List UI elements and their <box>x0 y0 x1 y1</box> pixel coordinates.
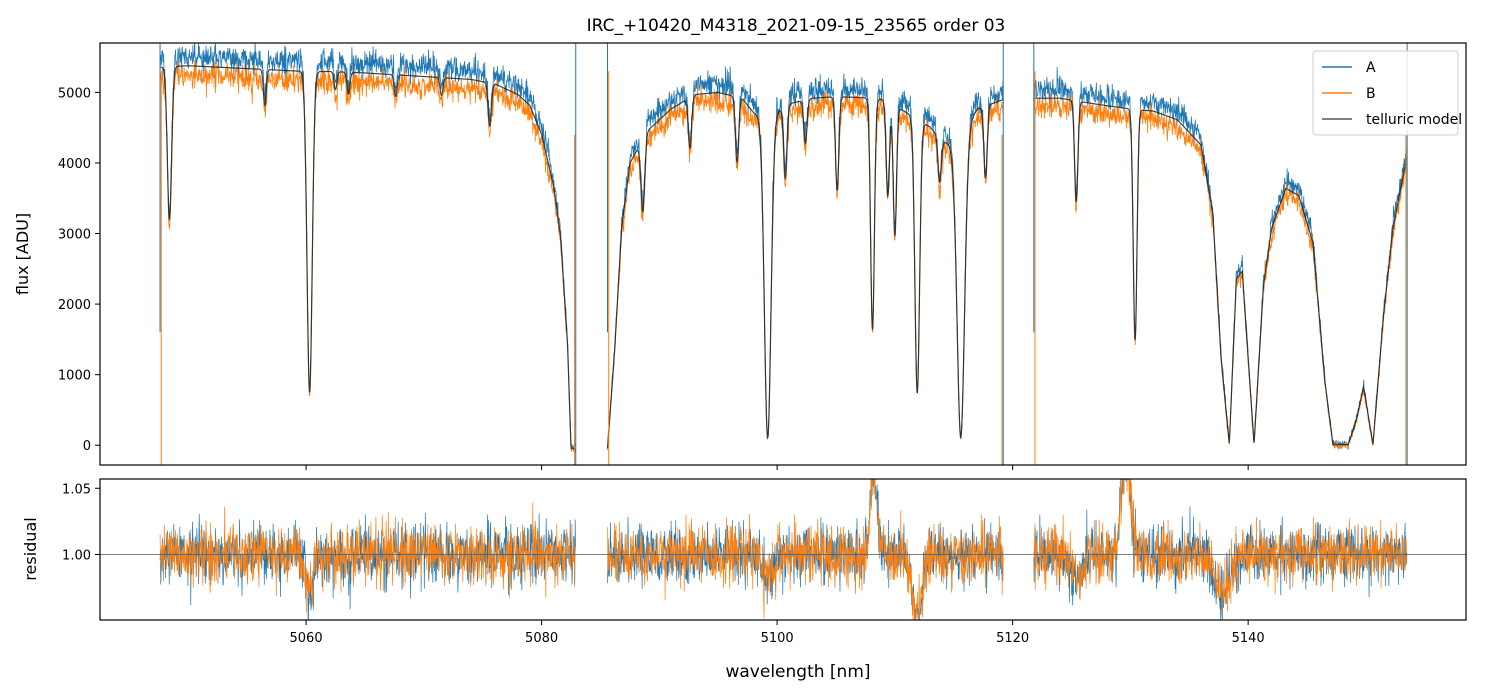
series-b-line-0 <box>159 59 576 454</box>
legend-label-model: telluric model <box>1366 112 1462 128</box>
residual-y-tick-label-1: 1.05 <box>62 482 91 497</box>
flux-y-tick-label-1: 1000 <box>58 369 91 384</box>
residual-b-line-2 <box>1033 479 1408 616</box>
flux-y-tick-label-2: 2000 <box>58 298 91 313</box>
residual-axes-frame <box>99 478 1467 621</box>
series-b-line-2 <box>1033 91 1408 450</box>
flux-y-tick-label-5: 5000 <box>58 86 91 101</box>
residual-x-tick-label-4: 5140 <box>1232 631 1265 646</box>
flux-y-tick-label-4: 4000 <box>58 157 91 172</box>
residual-y-ticks: 1.00 1.05 <box>62 482 100 563</box>
legend-label-a: A <box>1366 60 1376 76</box>
legend-box <box>1312 50 1459 136</box>
residual-x-ticks: 5060 5080 5100 5120 5140 <box>290 620 1265 646</box>
x-axis-label: wavelength [nm] <box>725 662 870 682</box>
chart-title: IRC_+10420_M4318_2021-09-15_23565 order … <box>587 16 1006 36</box>
residual-b-line-1 <box>607 479 1004 620</box>
flux-panel: 0 1000 2000 3000 4000 5000 flux [ADU] <box>13 42 1467 470</box>
flux-axes-frame <box>99 42 1467 466</box>
flux-y-tick-label-3: 3000 <box>58 228 91 243</box>
flux-y-ticks: 0 1000 2000 3000 4000 5000 <box>58 86 100 454</box>
flux-plot-area <box>159 43 1408 465</box>
legend-label-b: B <box>1366 86 1376 102</box>
residual-y-axis-label: residual <box>21 517 40 580</box>
telluric-model-line-1 <box>606 91 1004 449</box>
flux-y-axis-label: flux [ADU] <box>13 213 32 295</box>
series-a-line-1 <box>607 66 1004 449</box>
residual-x-tick-label-0: 5060 <box>290 631 323 646</box>
residual-b-line-0 <box>159 502 576 613</box>
telluric-model-line-0 <box>160 65 576 450</box>
residual-y-tick-label-0: 1.00 <box>62 548 91 563</box>
flux-x-ticks <box>305 465 1249 470</box>
legend: A B telluric model <box>1312 50 1462 136</box>
flux-y-tick-label-0: 0 <box>83 439 91 454</box>
residual-panel: 1.00 1.05 5060 5080 5100 5120 5140 residual w… <box>21 478 1467 682</box>
telluric-model-line-2 <box>1033 97 1408 446</box>
residual-x-tick-label-3: 5120 <box>996 631 1029 646</box>
residual-plot-area <box>100 479 1466 620</box>
residual-x-tick-label-1: 5080 <box>525 631 558 646</box>
residual-x-tick-label-2: 5100 <box>761 631 794 646</box>
